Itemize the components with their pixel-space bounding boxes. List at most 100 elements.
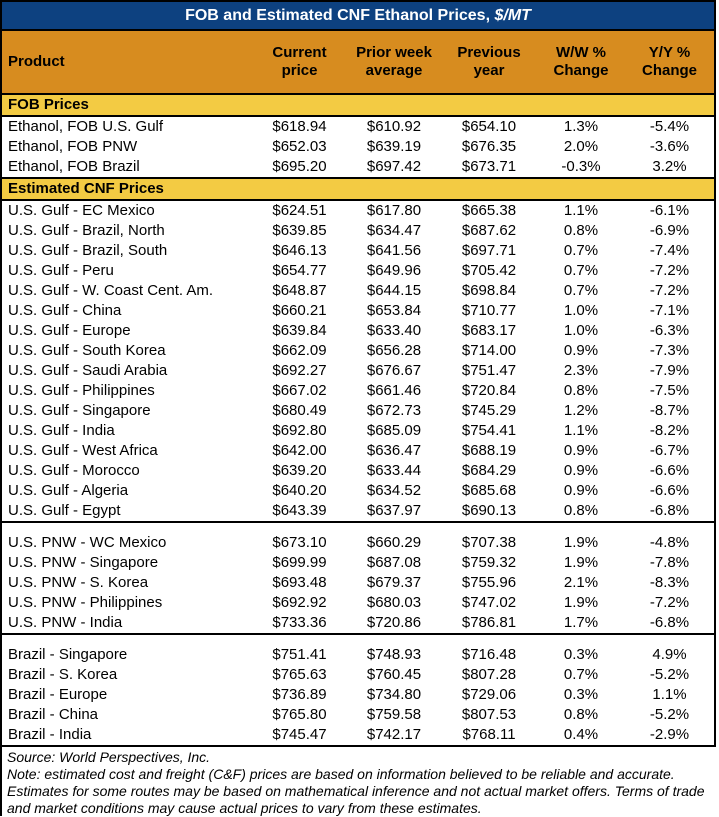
prior-week-cell: $680.03 xyxy=(366,594,422,611)
yy-change-cell: -5.4% xyxy=(649,118,690,135)
price-table: FOB and Estimated CNF Ethanol Prices, $/… xyxy=(2,0,716,747)
table-row: U.S. Gulf - Singapore $680.49 $672.73 $745.… xyxy=(2,401,714,421)
previous-year-cell: $716.48 xyxy=(461,646,517,663)
prior-week-cell: $641.56 xyxy=(366,242,422,259)
current-price-cell: $692.80 xyxy=(272,422,327,439)
yy-change-cell: 4.9% xyxy=(652,646,687,663)
prior-week-cell: $697.42 xyxy=(366,158,422,175)
ww-change-cell: 1.7% xyxy=(563,614,599,631)
product-cell: U.S. Gulf - South Korea xyxy=(8,342,166,359)
current-price-cell: $765.63 xyxy=(272,666,327,683)
product-cell: U.S. Gulf - Singapore xyxy=(8,402,151,419)
yy-change-cell: -8.2% xyxy=(649,422,690,439)
ww-change-column-header: W/W % Change xyxy=(553,44,609,79)
table-row: U.S. Gulf - Brazil, North $639.85 $634.47 $… xyxy=(2,221,714,241)
ww-change-cell: 0.7% xyxy=(563,262,599,279)
yy-change-cell: -7.1% xyxy=(649,302,690,319)
current-price-cell: $643.39 xyxy=(272,502,327,519)
product-cell: Brazil - China xyxy=(8,706,99,723)
current-price-cell: $662.09 xyxy=(272,342,327,359)
product-cell: U.S. Gulf - Brazil, South xyxy=(8,242,168,259)
yy-change-cell: -7.4% xyxy=(649,242,690,259)
product-cell: Brazil - India xyxy=(8,726,92,743)
table-row: Brazil - S. Korea $765.63 $760.45 $807.28 0.… xyxy=(2,665,714,685)
prior-week-cell: $672.73 xyxy=(366,402,422,419)
current-price-cell: $648.87 xyxy=(272,282,327,299)
product-cell: Ethanol, FOB PNW xyxy=(8,138,138,155)
ww-change-cell: 1.3% xyxy=(563,118,599,135)
yy-change-cell: 1.1% xyxy=(652,686,687,703)
yy-change-cell: -6.6% xyxy=(649,482,690,499)
yy-change-cell: -8.7% xyxy=(649,402,690,419)
product-cell: U.S. Gulf - Algeria xyxy=(8,482,129,499)
table-row: U.S. Gulf - South Korea $662.09 $656.28 $71… xyxy=(2,341,714,361)
ww-change-cell: 0.7% xyxy=(563,282,599,299)
table-row: U.S. Gulf - West Africa $642.00 $636.47 $68… xyxy=(2,441,714,461)
previous-year-cell: $807.28 xyxy=(461,666,517,683)
prior-week-cell: $660.29 xyxy=(366,534,422,551)
ww-change-cell: 0.7% xyxy=(563,242,599,259)
previous-year-cell: $786.81 xyxy=(461,614,517,631)
current-price-cell: $660.21 xyxy=(272,302,327,319)
note-text: Note: estimated cost and freight (C&F) p… xyxy=(7,766,705,816)
prior-week-cell: $617.80 xyxy=(366,202,422,219)
prior-week-cell: $636.47 xyxy=(366,442,422,459)
table-row: U.S. PNW - Philippines $692.92 $680.03 $747… xyxy=(2,593,714,613)
current-price-cell: $733.36 xyxy=(272,614,327,631)
product-cell: U.S. Gulf - West Africa xyxy=(8,442,158,459)
previous-year-cell: $714.00 xyxy=(461,342,517,359)
product-cell: U.S. PNW - Singapore xyxy=(8,554,159,571)
group-spacer xyxy=(2,635,714,645)
previous-year-cell: $697.71 xyxy=(461,242,517,259)
prior-week-cell: $661.46 xyxy=(366,382,422,399)
product-cell: U.S. PNW - India xyxy=(8,614,123,631)
prior-week-cell: $633.40 xyxy=(366,322,422,339)
prior-week-cell: $685.09 xyxy=(366,422,422,439)
current-price-cell: $699.99 xyxy=(272,554,327,571)
ww-change-cell: 2.0% xyxy=(563,138,599,155)
previous-year-cell: $710.77 xyxy=(461,302,517,319)
table-row: Ethanol, FOB U.S. Gulf $618.94 $610.92 $654… xyxy=(2,117,714,137)
table-row: Brazil - India $745.47 $742.17 $768.11 0.4% -… xyxy=(2,725,714,745)
previous-year-cell: $707.38 xyxy=(461,534,517,551)
yy-change-cell: -6.7% xyxy=(649,442,690,459)
table-row: U.S. Gulf - Brazil, South $646.13 $641.56 $… xyxy=(2,241,714,261)
yy-change-cell: 3.2% xyxy=(652,158,687,175)
previous-year-cell: $768.11 xyxy=(462,726,516,743)
table-title: FOB and Estimated CNF Ethanol Prices, $/… xyxy=(2,2,714,31)
product-cell: U.S. Gulf - Saudi Arabia xyxy=(8,362,168,379)
table-row: U.S. Gulf - China $660.21 $653.84 $710.77 1.… xyxy=(2,301,714,321)
previous-year-column-header: Previous year xyxy=(457,44,521,79)
current-price-cell: $618.94 xyxy=(272,118,327,135)
product-cell: Ethanol, FOB U.S. Gulf xyxy=(8,118,164,135)
prior-week-cell: $634.52 xyxy=(366,482,422,499)
prior-week-cell: $653.84 xyxy=(366,302,422,319)
ww-change-cell: 0.9% xyxy=(563,442,599,459)
previous-year-cell: $654.10 xyxy=(461,118,517,135)
current-price-cell: $745.47 xyxy=(272,726,327,743)
previous-year-cell: $684.29 xyxy=(461,462,517,479)
yy-change-cell: -7.2% xyxy=(649,594,690,611)
ww-change-cell: 0.9% xyxy=(563,462,599,479)
prior-week-cell: $742.17 xyxy=(366,726,422,743)
current-price-cell: $639.84 xyxy=(272,322,327,339)
yy-change-cell: -5.2% xyxy=(649,666,690,683)
table-row: U.S. PNW - WC Mexico $673.10 $660.29 $707.3… xyxy=(2,533,714,553)
ww-change-cell: 0.3% xyxy=(563,646,599,663)
table-row: Ethanol, FOB PNW $652.03 $639.19 $676.35 2.0… xyxy=(2,137,714,157)
prior-week-cell: $734.80 xyxy=(366,686,422,703)
table-row: U.S. Gulf - Algeria $640.20 $634.52 $685.68… xyxy=(2,481,714,501)
prior-week-cell: $633.44 xyxy=(366,462,422,479)
table-row: U.S. Gulf - Philippines $667.02 $661.46 $72… xyxy=(2,381,714,401)
product-cell: U.S. Gulf - China xyxy=(8,302,122,319)
product-cell: U.S. Gulf - Peru xyxy=(8,262,114,279)
column-header-row: Product Current price Prior week average Pr… xyxy=(2,31,714,93)
ww-change-cell: 1.2% xyxy=(563,402,599,419)
group-divider xyxy=(2,521,714,523)
table-footer: Source: World Perspectives, Inc. Note: e… xyxy=(2,747,719,817)
table-row: U.S. Gulf - India $692.80 $685.09 $754.41 1.… xyxy=(2,421,714,441)
previous-year-cell: $687.62 xyxy=(461,222,517,239)
yy-change-cell: -6.8% xyxy=(649,502,690,519)
current-price-cell: $642.00 xyxy=(272,442,327,459)
